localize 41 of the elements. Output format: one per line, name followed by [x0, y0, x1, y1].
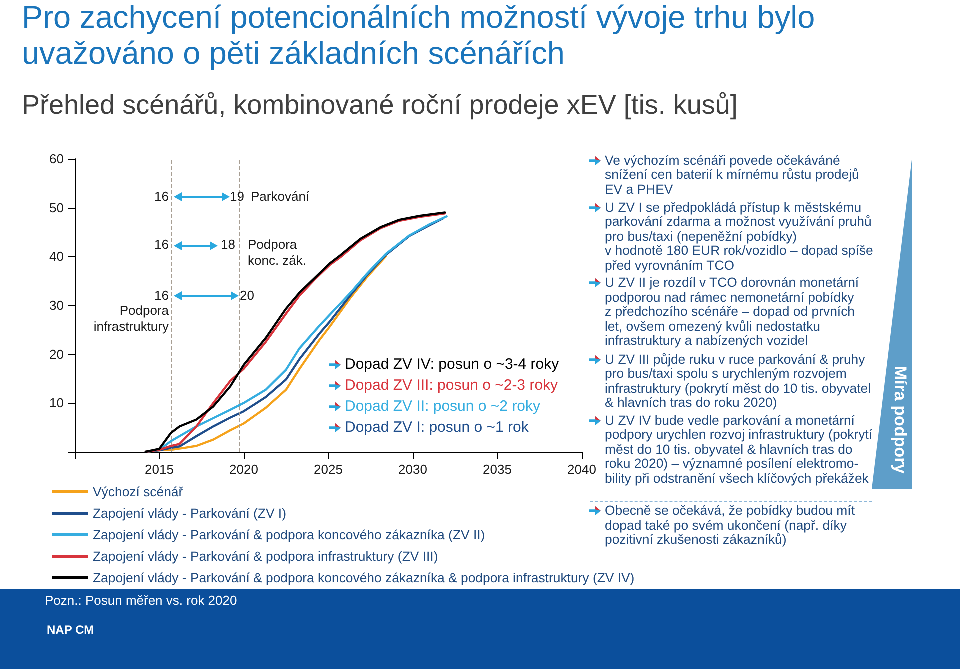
text: NAP CM — [47, 622, 94, 638]
annotation: Podpora konc. zák. — [248, 237, 308, 269]
x-tick-label: 2030 — [398, 462, 428, 477]
x-tick-label: 2020 — [230, 462, 258, 477]
legend-label: Zapojení vlády - Parkování (ZV I) — [93, 506, 286, 521]
annotation: Dopad ZV II: posun o ~2 roky — [345, 397, 541, 417]
legend-label: Zapojení vlády - Parkování & podpora koncového zákazníka & podpora infrastruktury (ZV IV) — [93, 570, 635, 586]
text: U ZV II je rozdíl v TCO dorovnán monetární podporou nad rámec nemonetární pobídky z předchozího scénáře – dopad od prvních let, ovšem omezený kvůli nedostatku infrastruktury a nabízených vozidel — [605, 275, 860, 349]
annotation: 16 — [154, 288, 169, 304]
legend-label: Výchozí scénář — [93, 484, 184, 500]
legend-label: Zapojení vlády - Parkování & podpora infrastruktury (ZV III) — [93, 549, 438, 564]
text: Obecně se očekává, že pobídky budou mít dopad také po svém ukončení (např. díky pozitivní zkušenosti zákazníků) — [605, 503, 856, 548]
x-tick-label: 2015 — [145, 462, 174, 477]
legend-label: Zapojení vlády - Parkování & podpora koncového zákazníka (ZV II) — [93, 528, 486, 542]
text: U ZV I se předpokládá přístup k městskému parkování zdarma a možnost využívání pruhů pro bus/taxi (nepeněžní pobídky) v hodnotě 180 EUR rok/vozidlo – dopad spíše před vyrovnáním TCO — [605, 200, 874, 274]
annotation: 16 — [154, 189, 169, 205]
annotation: Podpora infrastruktury — [92, 303, 169, 335]
annotation: 20 — [240, 288, 254, 304]
chart-subtitle: Přehled scénářů, kombinované roční prodeje xEV [tis. kusů] — [22, 89, 738, 121]
annotation: 18 — [221, 237, 236, 253]
annotation: Dopad ZV I: posun o ~1 rok — [345, 418, 529, 438]
y-tick-label: 10 — [50, 396, 64, 411]
text: Míra podpory — [890, 366, 910, 474]
chart-title: Pro zachycení potencionálních možností vývoje trhu bylo uvažováno o pěti základních scénářích — [22, 0, 816, 71]
y-tick-label: 30 — [50, 298, 64, 313]
x-tick-label: 2035 — [483, 462, 512, 477]
text: Pozn.: Posun měřen vs. rok 2020 — [45, 593, 238, 609]
y-tick-label: 60 — [50, 152, 64, 166]
y-tick-label: 50 — [50, 200, 64, 216]
x-tick-label: 2040 — [568, 462, 596, 477]
annotation: Parkování — [251, 189, 310, 205]
annotation: Dopad ZV III: posun o ~2-3 roky — [345, 376, 558, 396]
x-tick-label: 2025 — [314, 462, 343, 477]
annotation: 16 — [154, 237, 169, 253]
annotation: 19 — [230, 189, 244, 205]
text: U ZV III půjde ruku v ruce parkování & pruhy pro bus/taxi spolu s urychleným rozvojem infrastruktury (pokrytí měst do 10 tis. obyvatel & hlavních tras do roku 2020) — [605, 352, 872, 411]
y-tick-label: 20 — [50, 346, 64, 362]
y-tick-label: 40 — [50, 249, 64, 264]
annotation: Dopad ZV IV: posun o ~3-4 roky — [345, 355, 560, 375]
text: Ve výchozím scénáři povede očekáváné snížení cen baterií k mírnému růstu prodejů EV a PHEV — [605, 152, 860, 198]
text: U ZV IV bude vedle parkování a monetární podpory urychlen rozvoj infrastruktury (pokrytí měst do 10 tis. obyvatel & hlavních tras do roku 2020) – významné posílení elektromo-bility při odstranění všech klíčových překážek — [605, 412, 874, 486]
